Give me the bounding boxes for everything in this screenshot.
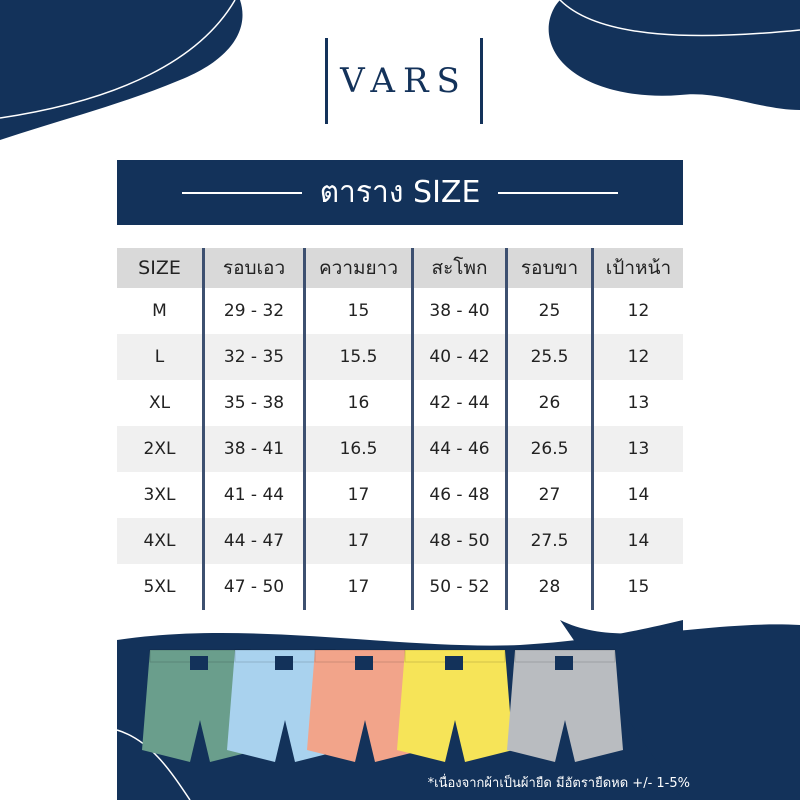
table-cell: 46 - 48 bbox=[411, 472, 505, 518]
banner-title: ตาราง SIZE bbox=[319, 175, 481, 210]
table-cell: 38 - 40 bbox=[411, 288, 505, 334]
decorative-line bbox=[116, 729, 191, 800]
table-cell: 13 bbox=[591, 380, 683, 426]
table-row: 2XL 38 - 41 16.5 44 - 46 26.5 13 bbox=[117, 426, 683, 472]
footnote: *เนื่องจากผ้าเป็นผ้ายืด มีอัตรายืดหด +/-… bbox=[427, 776, 690, 791]
table-cell: 44 - 46 bbox=[411, 426, 505, 472]
brand-logo: VARS bbox=[325, 38, 483, 124]
table-row: 4XL 44 - 47 17 48 - 50 27.5 14 bbox=[117, 518, 683, 564]
product-images bbox=[116, 620, 800, 800]
table-cell: 25 bbox=[505, 288, 591, 334]
bottom-background bbox=[560, 620, 800, 800]
table-cell: 4XL bbox=[143, 531, 176, 551]
table-row: 5XL 47 - 50 17 50 - 52 28 15 bbox=[117, 564, 683, 610]
table-cell: สะโพก bbox=[411, 248, 505, 288]
table-cell: 2XL bbox=[143, 439, 176, 459]
table-cell: XL bbox=[148, 393, 171, 413]
table-cell: ความยาว bbox=[303, 248, 411, 288]
brand-tag bbox=[355, 656, 373, 670]
table-cell: 15 bbox=[303, 288, 411, 334]
size-table: SIZE รอบเอว ความยาว สะโพก รอบขา เป้าหน้า M 29 -… bbox=[117, 248, 683, 610]
table-cell: 14 bbox=[591, 472, 683, 518]
table-cell: 41 - 44 bbox=[202, 472, 303, 518]
brand-tag bbox=[445, 656, 463, 670]
table-cell: 15 bbox=[591, 564, 683, 610]
table-cell: 47 - 50 bbox=[202, 564, 303, 610]
table-row: L 32 - 35 15.5 40 - 42 25.5 12 bbox=[117, 334, 683, 380]
table-cell: 17 bbox=[303, 518, 411, 564]
table-cell: 25.5 bbox=[505, 334, 591, 380]
table-cell: 32 - 35 bbox=[202, 334, 303, 380]
title-banner: ตาราง SIZE bbox=[117, 160, 683, 225]
table-cell: 5XL bbox=[143, 577, 176, 597]
table-cell: 28 bbox=[505, 564, 591, 610]
table-cell: 17 bbox=[303, 564, 411, 610]
shorts-image bbox=[307, 650, 423, 762]
table-cell: 40 - 42 bbox=[411, 334, 505, 380]
table-cell: 38 - 41 bbox=[202, 426, 303, 472]
shorts-image bbox=[507, 650, 623, 762]
table-cell: 48 - 50 bbox=[411, 518, 505, 564]
table-cell: 35 - 38 bbox=[202, 380, 303, 426]
table-cell: 27 bbox=[505, 472, 591, 518]
table-cell: 3XL bbox=[143, 485, 176, 505]
header-background-shapes bbox=[0, 0, 800, 140]
table-cell: M bbox=[152, 301, 167, 321]
brand-tag bbox=[190, 656, 208, 670]
table-cell: เป้าหน้า bbox=[591, 248, 683, 288]
table-cell: 42 - 44 bbox=[411, 380, 505, 426]
table-cell: 16 bbox=[303, 380, 411, 426]
brand-tag bbox=[275, 656, 293, 670]
table-header-row: SIZE รอบเอว ความยาว สะโพก รอบขา เป้าหน้า bbox=[117, 248, 683, 288]
shorts-image bbox=[397, 650, 513, 762]
table-row: XL 35 - 38 16 42 - 44 26 13 bbox=[117, 380, 683, 426]
table-cell: 44 - 47 bbox=[202, 518, 303, 564]
table-cell: SIZE bbox=[138, 257, 181, 279]
table-cell: 26.5 bbox=[505, 426, 591, 472]
table-cell: 12 bbox=[591, 288, 683, 334]
table-cell: 29 - 32 bbox=[202, 288, 303, 334]
table-cell: 13 bbox=[591, 426, 683, 472]
table-cell: 15.5 bbox=[303, 334, 411, 380]
table-row: M 29 - 32 15 38 - 40 25 12 bbox=[117, 288, 683, 334]
table-row: 3XL 41 - 44 17 46 - 48 27 14 bbox=[117, 472, 683, 518]
table-cell: L bbox=[154, 347, 165, 367]
table-cell: 26 bbox=[505, 380, 591, 426]
divider bbox=[498, 191, 619, 194]
brand-tag bbox=[555, 656, 573, 670]
brand-name: VARS bbox=[340, 61, 468, 101]
table-cell: 50 - 52 bbox=[411, 564, 505, 610]
table-cell: 16.5 bbox=[303, 426, 411, 472]
divider bbox=[181, 191, 302, 194]
table-cell: 14 bbox=[591, 518, 683, 564]
table-cell: 12 bbox=[591, 334, 683, 380]
table-cell: รอบเอว bbox=[202, 248, 303, 288]
table-cell: 17 bbox=[303, 472, 411, 518]
table-cell: รอบขา bbox=[505, 248, 591, 288]
table-cell: 27.5 bbox=[505, 518, 591, 564]
